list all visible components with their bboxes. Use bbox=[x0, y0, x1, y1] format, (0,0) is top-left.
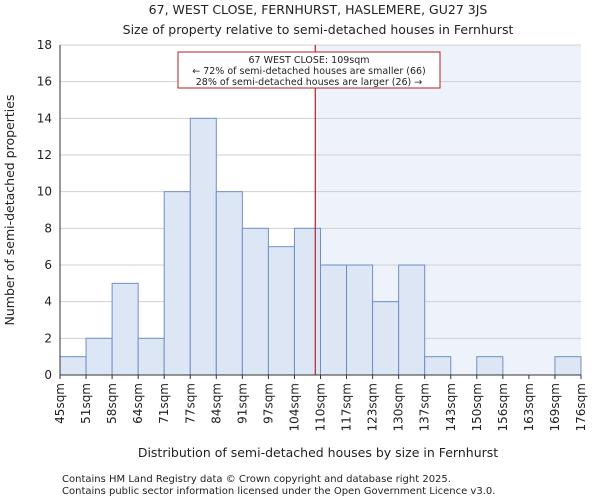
x-tick-label: 64sqm bbox=[131, 383, 145, 424]
histogram-bar bbox=[267, 246, 295, 376]
annotation-smaller: ← 72% of semi-detached houses are smalle… bbox=[192, 66, 426, 77]
annotation-value: 67 WEST CLOSE: 109sqm bbox=[248, 55, 369, 66]
histogram-bar bbox=[398, 264, 426, 376]
x-tick-label: 176sqm bbox=[574, 383, 588, 431]
histogram-bar bbox=[293, 227, 322, 376]
y-tick-label: 0 bbox=[44, 368, 52, 382]
histogram-bar bbox=[424, 356, 452, 376]
x-tick-label: 97sqm bbox=[261, 383, 275, 424]
x-tick-label: 77sqm bbox=[183, 383, 197, 424]
footer-line-1: Contains HM Land Registry data © Crown c… bbox=[62, 474, 451, 485]
x-axis-label: Distribution of semi-detached houses by … bbox=[138, 445, 498, 460]
histogram-bar bbox=[554, 356, 582, 376]
histogram-bar bbox=[241, 227, 269, 376]
x-tick-label: 45sqm bbox=[53, 383, 67, 424]
histogram-bar bbox=[372, 301, 400, 376]
footer-line-2: Contains public sector information licen… bbox=[62, 486, 495, 497]
x-tick-label: 117sqm bbox=[340, 383, 354, 431]
histogram-bar bbox=[137, 337, 165, 376]
x-tick-label: 169sqm bbox=[548, 383, 562, 431]
histogram-bar bbox=[85, 337, 113, 376]
y-tick-label: 18 bbox=[37, 38, 52, 52]
annotation-box bbox=[177, 51, 441, 89]
x-tick-label: 156sqm bbox=[496, 383, 510, 431]
histogram-bar bbox=[59, 356, 87, 376]
x-tick-label: 84sqm bbox=[209, 383, 223, 424]
histogram-bar bbox=[346, 264, 374, 376]
x-tick-label: 51sqm bbox=[79, 383, 93, 424]
y-tick-label: 14 bbox=[37, 111, 52, 125]
y-tick-label: 4 bbox=[44, 295, 52, 309]
y-axis-label: Number of semi-detached properties bbox=[2, 95, 17, 326]
y-tick-label: 6 bbox=[44, 258, 52, 272]
histogram-bar bbox=[320, 264, 348, 376]
bars bbox=[59, 117, 582, 376]
x-tick-label: 150sqm bbox=[470, 383, 484, 431]
histogram-bar bbox=[163, 191, 191, 376]
annotation-larger: 28% of semi-detached houses are larger (… bbox=[196, 77, 423, 88]
x-tick-label: 71sqm bbox=[157, 383, 171, 424]
x-tick-label: 123sqm bbox=[366, 383, 380, 431]
x-tick-label: 143sqm bbox=[444, 383, 458, 431]
histogram-bar bbox=[189, 117, 217, 376]
x-tick-label: 163sqm bbox=[522, 383, 536, 431]
property-marker: 67 WEST CLOSE: 109sqm← 72% of semi-detac… bbox=[177, 45, 441, 375]
axes: 0 2 4 6 8 10 12 14 16 18 45sqm 51sqm 58sqm 64sqm 71sqm… bbox=[37, 38, 588, 431]
x-tick-label: 110sqm bbox=[314, 383, 328, 431]
y-tick-label: 8 bbox=[44, 221, 52, 235]
histogram-bar bbox=[476, 356, 504, 376]
x-tick-label: 137sqm bbox=[418, 383, 432, 431]
y-tick-label: 16 bbox=[37, 75, 52, 89]
x-tick-label: 104sqm bbox=[287, 383, 301, 431]
y-tick-label: 12 bbox=[37, 148, 52, 162]
histogram-bar bbox=[111, 282, 139, 376]
y-tick-label: 10 bbox=[37, 185, 52, 199]
chart-subtitle: Size of property relative to semi-detach… bbox=[123, 22, 514, 37]
chart-title: 67, WEST CLOSE, FERNHURST, HASLEMERE, GU… bbox=[149, 2, 488, 17]
y-tick-label: 2 bbox=[44, 331, 52, 345]
x-tick-label: 91sqm bbox=[235, 383, 249, 424]
x-tick-label: 130sqm bbox=[392, 383, 406, 431]
x-tick-label: 58sqm bbox=[105, 383, 119, 424]
histogram-bar bbox=[215, 191, 243, 376]
